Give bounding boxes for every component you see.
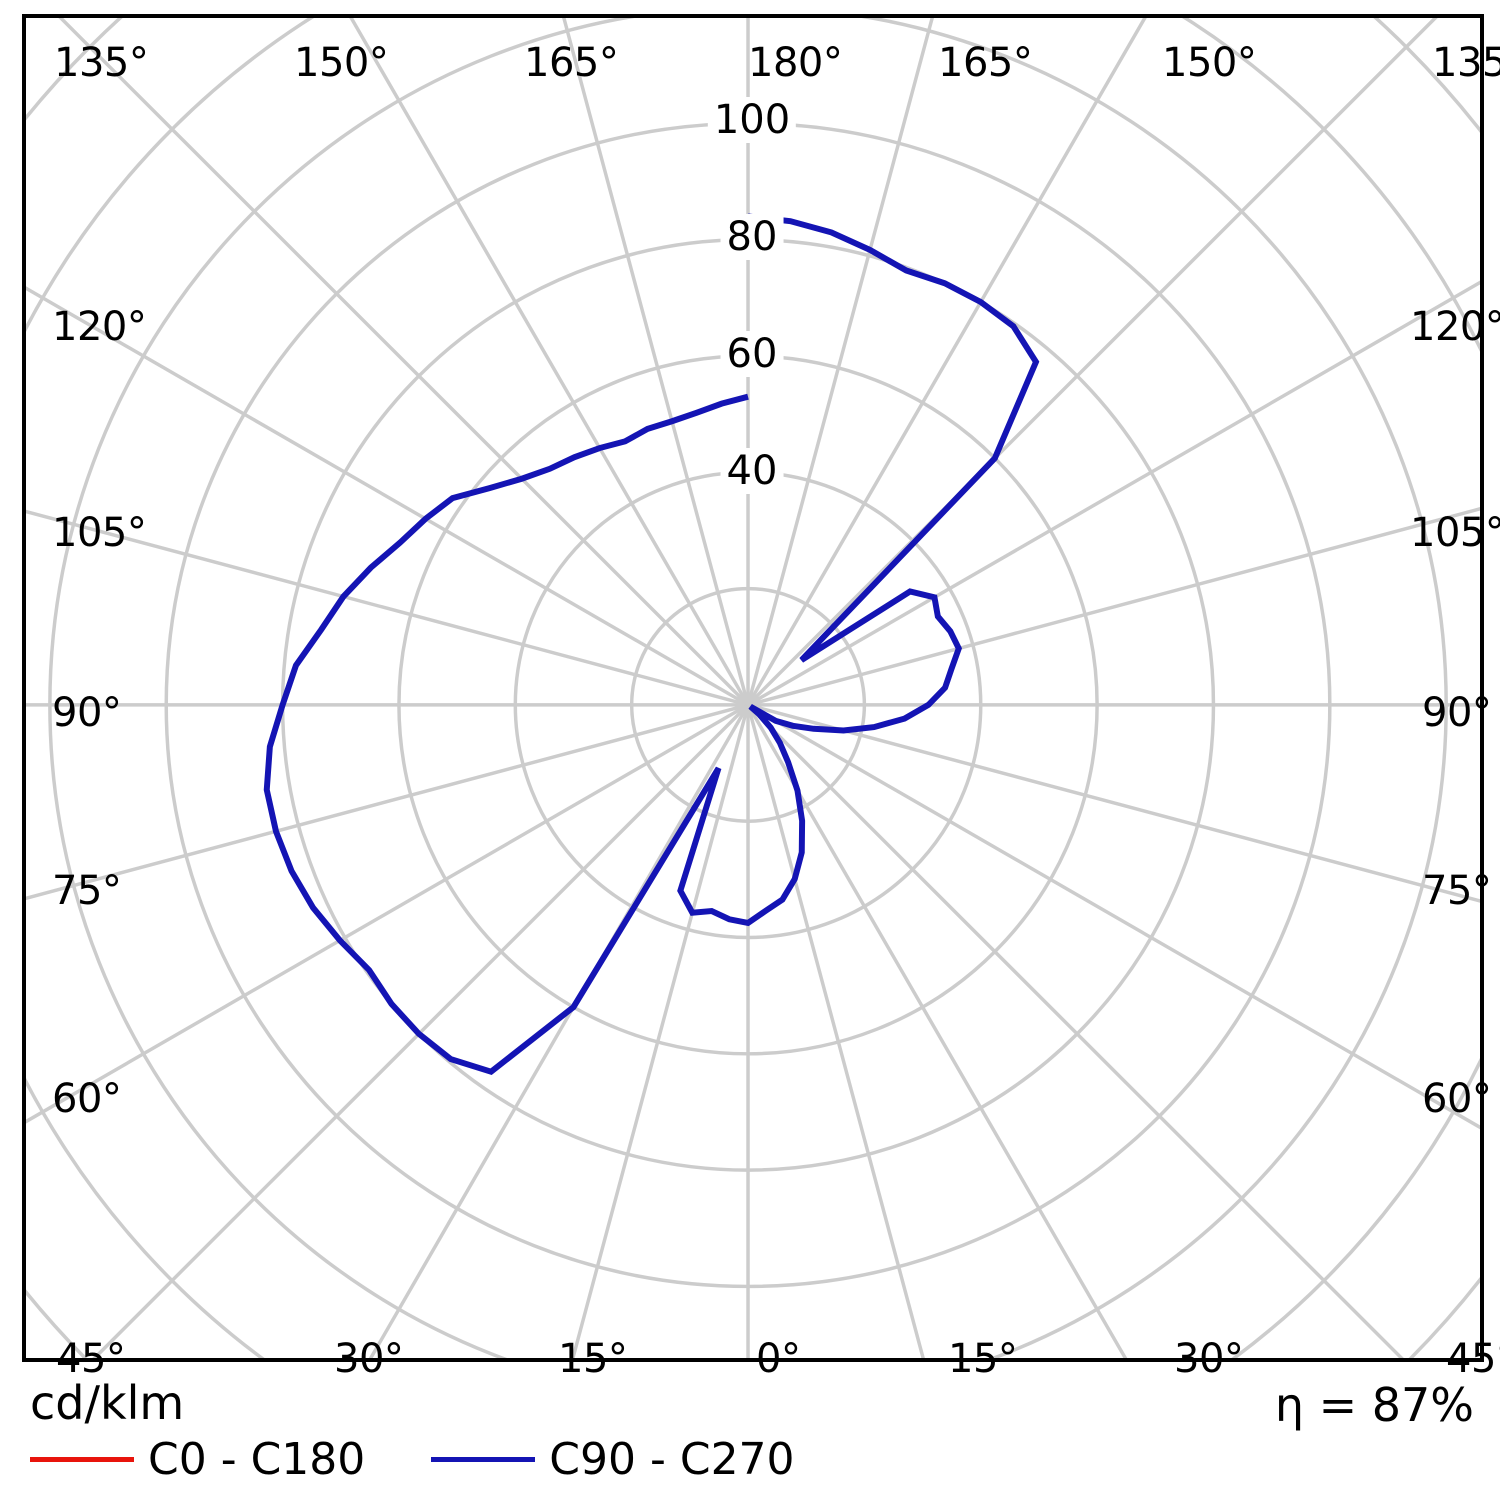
angle-label-bottom: 30° <box>334 1336 404 1382</box>
grid-spoke <box>746 703 1404 1358</box>
radial-tick-label: 80 <box>720 214 784 260</box>
angle-label-bottom: 15° <box>948 1336 1018 1382</box>
legend-label: C90 - C270 <box>549 1434 795 1485</box>
grid-spoke <box>747 507 1480 707</box>
grid-spoke <box>58 18 750 707</box>
radial-tick-label: 40 <box>720 448 784 494</box>
angle-label-top: 135° <box>54 40 149 86</box>
grid-spoke <box>368 704 750 1358</box>
angle-label-right: 75° <box>1422 868 1492 914</box>
polar-plot-frame: 40 60 80 100 135° 150° 165° 180° 165° 150° 135° 120… <box>22 14 1500 1382</box>
efficiency-label: η = 87% <box>1274 1378 1474 1432</box>
angle-label-bottom: 0° <box>756 1336 801 1382</box>
angle-label-top: 165° <box>524 40 619 86</box>
angle-label-bottom: 45° <box>1446 1336 1500 1382</box>
angle-label-right: 90° <box>1422 690 1492 736</box>
polar-grid <box>26 18 1480 1358</box>
radial-tick-label: 60 <box>720 331 784 377</box>
angle-label-top: 180° <box>748 40 843 86</box>
angle-label-top: 150° <box>1162 40 1257 86</box>
chart-legend: C0 - C180 C90 - C270 <box>30 1434 861 1485</box>
grid-spoke <box>746 18 1438 707</box>
angle-label-left: 75° <box>52 868 122 914</box>
series-curve-1 <box>263 213 1040 1076</box>
angle-label-right: 120° <box>1410 304 1500 350</box>
legend-line-icon <box>30 1457 134 1462</box>
grid-spoke <box>562 18 750 706</box>
radial-tick-label: 100 <box>707 97 797 143</box>
grid-spoke <box>92 703 750 1358</box>
legend-entry[interactable]: C0 - C180 <box>30 1434 365 1485</box>
grid-spoke <box>26 703 749 1124</box>
angle-label-bottom: 30° <box>1174 1336 1244 1382</box>
angle-label-left: 90° <box>52 690 122 736</box>
angle-label-bottom: 45° <box>56 1336 126 1382</box>
angle-label-left: 105° <box>52 510 147 556</box>
angle-label-right: 105° <box>1410 510 1500 556</box>
angle-label-top: 135° <box>1432 40 1500 86</box>
angle-label-left: 120° <box>52 304 147 350</box>
grid-spoke <box>746 18 1147 706</box>
grid-spoke <box>747 703 1480 903</box>
chart-footer: cd/klm η = 87% C0 - C180 C90 - C270 <box>0 1368 1500 1500</box>
angle-label-bottom: 15° <box>558 1336 628 1382</box>
angle-label-top: 165° <box>938 40 1033 86</box>
angle-label-top: 150° <box>294 40 389 86</box>
legend-line-icon <box>431 1457 536 1462</box>
grid-spoke <box>26 286 749 707</box>
angle-label-right: 60° <box>1422 1076 1492 1122</box>
grid-spoke <box>747 280 1480 707</box>
grid-spoke <box>746 18 934 706</box>
polar-plot-svg <box>26 18 1480 1358</box>
unit-label: cd/klm <box>30 1376 185 1430</box>
grid-spoke <box>26 703 749 901</box>
legend-label: C0 - C180 <box>148 1434 366 1485</box>
grid-spoke <box>746 704 925 1358</box>
grid-spoke <box>747 703 1480 1130</box>
grid-spoke <box>349 18 750 706</box>
angle-label-left: 60° <box>52 1076 122 1122</box>
grid-spoke <box>26 509 749 707</box>
polar-series-layer <box>263 213 1040 1076</box>
grid-spoke <box>746 704 1128 1358</box>
grid-spoke <box>571 704 750 1358</box>
legend-entry[interactable]: C90 - C270 <box>431 1434 795 1485</box>
